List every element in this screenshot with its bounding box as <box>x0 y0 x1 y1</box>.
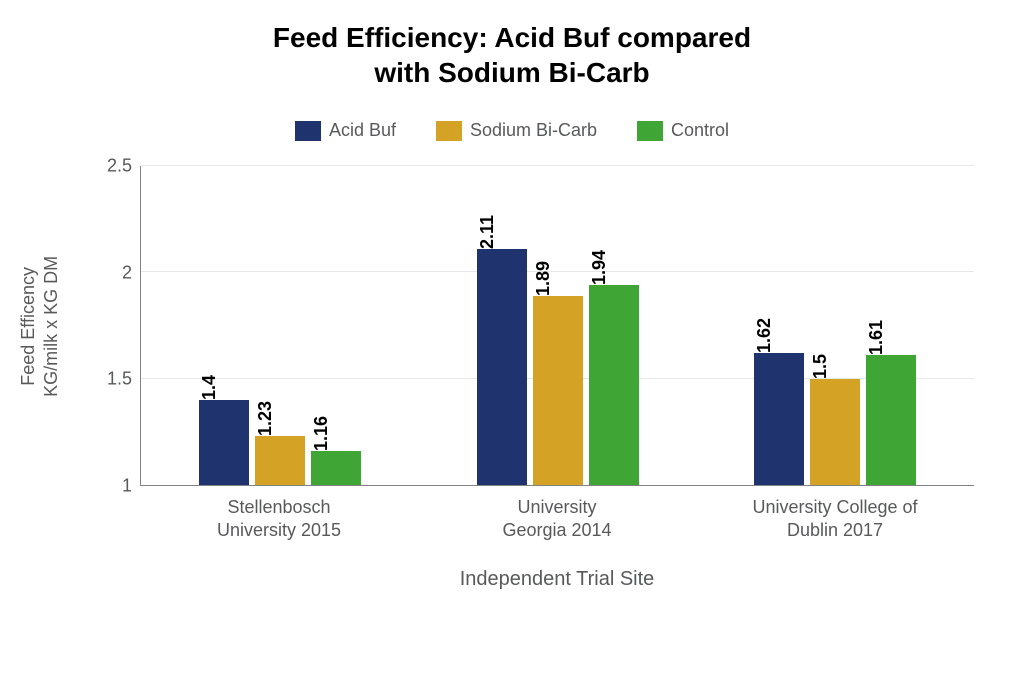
legend-label: Acid Buf <box>329 120 396 141</box>
legend-item: Control <box>637 120 729 141</box>
bar-value-label: 1.16 <box>311 416 332 451</box>
chart-title: Feed Efficiency: Acid Buf compared with … <box>50 20 974 90</box>
y-axis-title: Feed EfficencyKG/milk x KG DM <box>17 255 64 396</box>
bar-groups: 1.41.231.162.111.891.941.621.51.61 <box>141 166 974 485</box>
x-tick-label: UniversityGeorgia 2014 <box>418 496 696 543</box>
bar-value-label: 1.61 <box>866 320 887 355</box>
bar-value-label: 1.23 <box>255 401 276 436</box>
legend-swatch <box>295 121 321 141</box>
bar: 1.89 <box>533 296 583 485</box>
legend-label: Control <box>671 120 729 141</box>
plot-wrapper: Feed EfficencyKG/milk x KG DM 11.522.5 1… <box>50 166 974 486</box>
bar: 1.4 <box>199 400 249 485</box>
x-tick-label: StellenboschUniversity 2015 <box>140 496 418 543</box>
bar-group: 2.111.891.94 <box>419 166 697 485</box>
bar-group: 1.621.51.61 <box>696 166 974 485</box>
y-tick: 1.5 <box>107 369 132 390</box>
y-tick: 1 <box>122 476 132 497</box>
y-title-wrap: Feed EfficencyKG/milk x KG DM <box>50 166 90 486</box>
bar: 1.16 <box>311 451 361 485</box>
y-axis: 11.522.5 <box>90 166 140 486</box>
plot-area: 1.41.231.162.111.891.941.621.51.61 <box>140 166 974 486</box>
legend-label: Sodium Bi-Carb <box>470 120 597 141</box>
bar: 1.94 <box>589 285 639 485</box>
bar-value-label: 1.5 <box>810 354 831 379</box>
bar: 1.5 <box>810 379 860 485</box>
bar-value-label: 1.89 <box>533 261 554 296</box>
y-tick: 2.5 <box>107 156 132 177</box>
bar-value-label: 1.62 <box>754 318 775 353</box>
bar-value-label: 1.4 <box>199 375 220 400</box>
legend-item: Sodium Bi-Carb <box>436 120 597 141</box>
legend: Acid Buf Sodium Bi-Carb Control <box>50 120 974 141</box>
legend-item: Acid Buf <box>295 120 396 141</box>
x-axis-labels: StellenboschUniversity 2015UniversityGeo… <box>140 496 974 543</box>
bar: 1.61 <box>866 355 916 485</box>
chart-container: Feed Efficiency: Acid Buf compared with … <box>50 20 974 656</box>
bar-value-label: 2.11 <box>477 215 498 249</box>
bar: 1.23 <box>255 436 305 485</box>
bar-group: 1.41.231.16 <box>141 166 419 485</box>
legend-swatch <box>637 121 663 141</box>
title-line-2: with Sodium Bi-Carb <box>374 57 649 88</box>
bar-value-label: 1.94 <box>589 250 610 285</box>
y-tick: 2 <box>122 262 132 283</box>
x-axis-title: Independent Trial Site <box>140 568 974 591</box>
legend-swatch <box>436 121 462 141</box>
bar: 1.62 <box>754 353 804 485</box>
bar: 2.11 <box>477 249 527 485</box>
x-tick-label: University College ofDublin 2017 <box>696 496 974 543</box>
title-line-1: Feed Efficiency: Acid Buf compared <box>273 22 751 53</box>
